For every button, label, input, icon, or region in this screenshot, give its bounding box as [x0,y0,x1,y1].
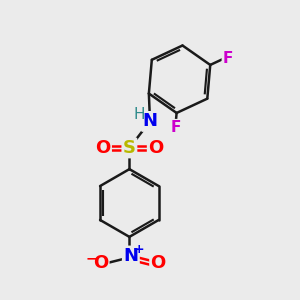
Text: H: H [133,107,145,122]
Text: O: O [93,254,108,272]
Text: F: F [223,51,233,66]
Text: +: + [134,243,144,256]
Text: N: N [123,247,138,265]
Text: F: F [170,120,181,135]
Text: −: − [85,251,97,265]
Text: O: O [151,254,166,272]
Text: O: O [95,139,110,157]
Text: S: S [123,139,136,157]
Text: O: O [148,139,164,157]
Text: N: N [142,112,158,130]
